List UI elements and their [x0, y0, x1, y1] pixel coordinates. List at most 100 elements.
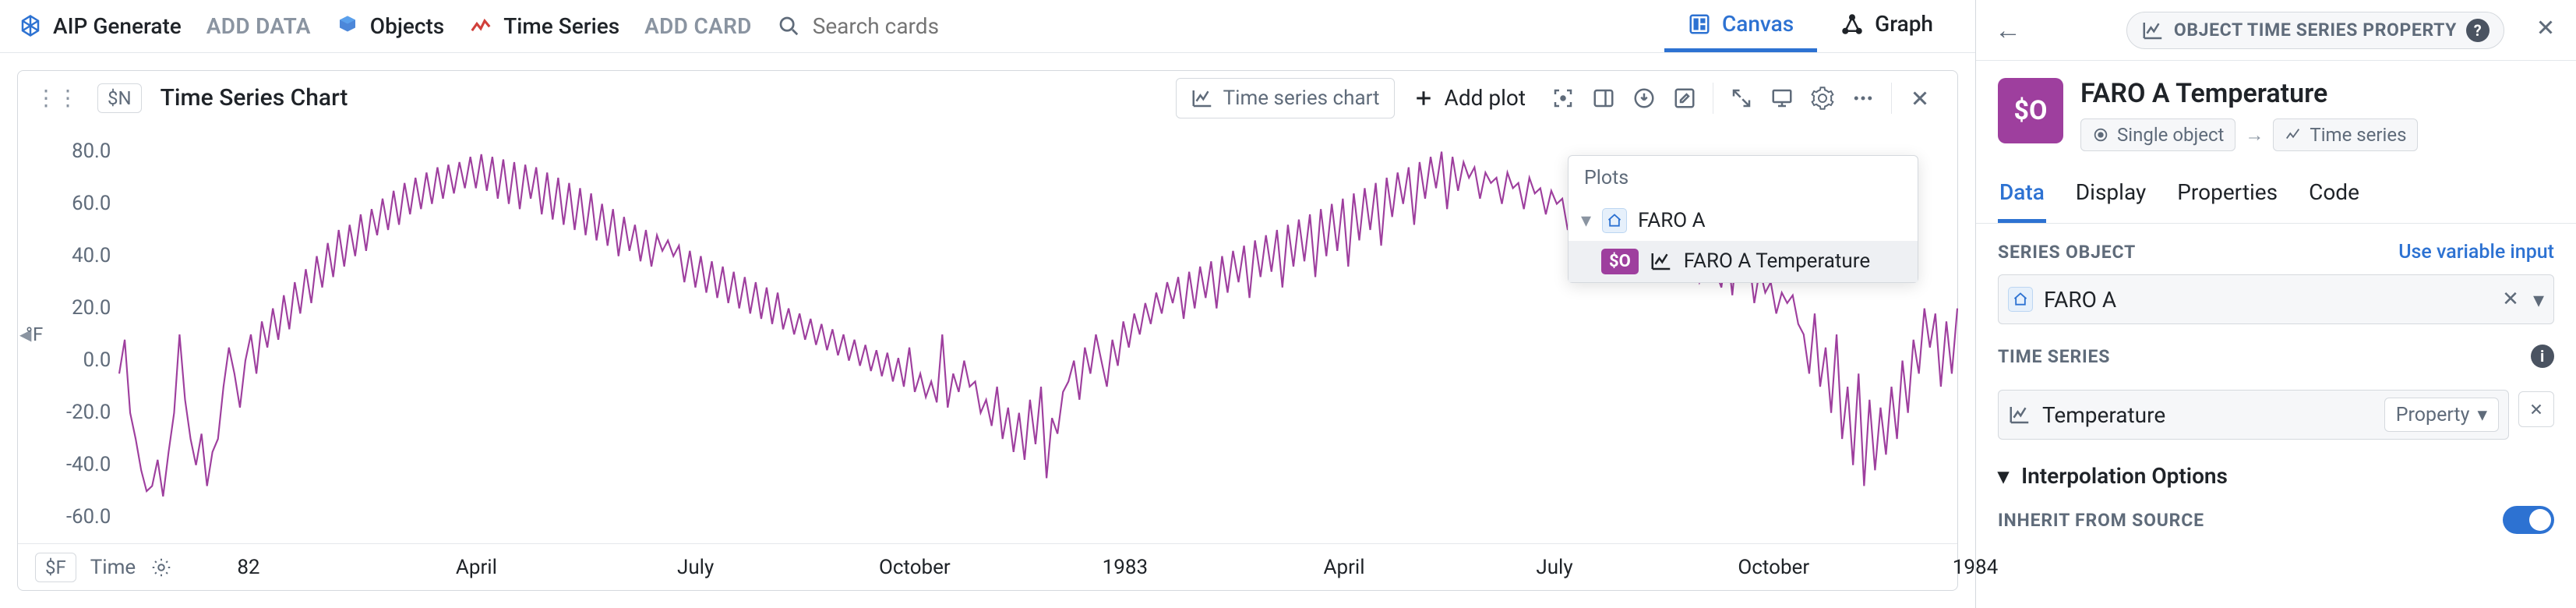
x-tick: July — [1536, 556, 1572, 579]
y-axis-unit: °F — [26, 323, 43, 345]
plus-icon — [1412, 87, 1435, 110]
objects-label: Objects — [370, 13, 444, 39]
plots-child-label: FARO A Temperature — [1684, 249, 1870, 273]
property-label: Property — [2396, 404, 2470, 426]
x-chip[interactable]: $F — [35, 553, 76, 582]
object-badge: $O — [1601, 249, 1639, 274]
canvas-pane: AIP Generate ADD DATA Objects Time Serie… — [0, 0, 1976, 608]
line-chart-icon — [2141, 19, 2165, 42]
home-icon — [2008, 287, 2033, 312]
download-icon[interactable] — [1624, 78, 1664, 118]
tab-display[interactable]: Display — [2074, 165, 2147, 223]
object-type-tag: OBJECT TIME SERIES PROPERTY ? — [2126, 12, 2504, 49]
crumb-object-label: Single object — [2117, 124, 2224, 146]
time-series-card: ⋮⋮ $N Time Series Chart Time series char… — [17, 70, 1958, 591]
chevron-down-icon: ▾ — [2477, 403, 2487, 426]
chevron-right-icon: → — [2245, 124, 2264, 147]
search-icon — [777, 14, 800, 37]
objects-button[interactable]: Objects — [336, 13, 444, 39]
card-title: Time Series Chart — [161, 84, 348, 111]
chevron-down-icon: ▾ — [1581, 209, 1591, 232]
line-chart-icon — [2008, 403, 2031, 426]
tab-canvas-label: Canvas — [1722, 11, 1794, 37]
tab-graph[interactable]: Graph — [1817, 0, 1957, 52]
inspector-pane: ← OBJECT TIME SERIES PROPERTY ? $O FARO … — [1976, 0, 2576, 608]
add-card-button[interactable]: ADD CARD — [644, 13, 752, 39]
brand-label: AIP Generate — [53, 13, 182, 39]
time-series-label: Time Series — [503, 13, 619, 39]
plots-panel-title: Plots — [1569, 156, 1918, 200]
tab-graph-label: Graph — [1875, 11, 1933, 37]
card-header: ⋮⋮ $N Time Series Chart Time series char… — [18, 71, 1957, 125]
trend-icon — [469, 14, 492, 37]
use-variable-link[interactable]: Use variable input — [2398, 241, 2554, 263]
tab-code[interactable]: Code — [2307, 165, 2361, 223]
search-input[interactable] — [811, 12, 1014, 40]
series-object-field[interactable]: FARO A ✕ ▾ — [1998, 274, 2554, 324]
add-plot-button[interactable]: Add plot — [1412, 85, 1526, 111]
graph-icon — [1840, 12, 1864, 36]
inherit-toggle[interactable] — [2503, 506, 2554, 534]
property-selector[interactable]: Property ▾ — [2384, 398, 2499, 432]
inspector-title-block: $O FARO A Temperature Single object → Ti… — [1976, 61, 2576, 159]
line-chart-icon — [1191, 87, 1214, 110]
top-toolbar: AIP Generate ADD DATA Objects Time Serie… — [0, 0, 1975, 53]
object-badge-large: $O — [1998, 78, 2063, 143]
expand-icon[interactable] — [1721, 78, 1762, 118]
focus-icon[interactable] — [1543, 78, 1583, 118]
canvas-icon — [1688, 12, 1711, 36]
var-chip[interactable]: $N — [97, 83, 142, 113]
add-data-button[interactable]: ADD DATA — [206, 13, 311, 39]
settings-icon[interactable] — [1802, 78, 1843, 118]
chart-type-button[interactable]: Time series chart — [1176, 78, 1395, 118]
tab-data[interactable]: Data — [1998, 165, 2046, 223]
chevron-down-icon[interactable]: ▾ — [2533, 287, 2544, 313]
breadcrumb: Single object → Time series — [2080, 118, 2418, 151]
brand[interactable]: AIP Generate — [19, 13, 182, 39]
clear-icon[interactable]: ✕ — [2502, 288, 2519, 311]
close-card-icon[interactable] — [1900, 78, 1940, 118]
back-icon[interactable]: ← — [1995, 15, 2021, 46]
svg-text:60.0: 60.0 — [72, 192, 111, 215]
info-icon[interactable]: i — [2531, 345, 2554, 368]
interpolation-disclosure[interactable]: ▾ Interpolation Options — [1976, 443, 2576, 495]
plots-parent-row[interactable]: ▾ FARO A — [1569, 200, 1918, 241]
inherit-label: INHERIT FROM SOURCE — [1998, 510, 2204, 531]
time-series-field[interactable]: Temperature Property ▾ — [1998, 390, 2509, 440]
x-axis-label: Time — [90, 556, 136, 579]
crumb-single-object[interactable]: Single object — [2080, 118, 2235, 151]
tab-canvas[interactable]: Canvas — [1664, 0, 1817, 52]
svg-text:20.0: 20.0 — [72, 296, 111, 320]
home-icon — [1602, 208, 1627, 233]
help-icon[interactable]: ? — [2466, 19, 2490, 42]
x-tick: October — [879, 556, 951, 579]
more-icon[interactable] — [1843, 78, 1883, 118]
brand-icon — [19, 14, 42, 37]
chevron-down-icon: ▾ — [1998, 463, 2009, 489]
close-inspector-icon[interactable] — [2534, 16, 2557, 45]
add-plot-label: Add plot — [1445, 85, 1526, 111]
search-cards[interactable] — [777, 12, 1639, 40]
plots-panel: Plots ▾ FARO A $O FARO A Temperature — [1568, 155, 1918, 283]
remove-time-series-icon[interactable] — [2518, 391, 2554, 427]
panel-icon[interactable] — [1583, 78, 1624, 118]
y-axis: ◀ °F — [18, 125, 119, 543]
object-type-label: OBJECT TIME SERIES PROPERTY — [2174, 19, 2457, 41]
inspector-title: FARO A Temperature — [2080, 78, 2418, 109]
svg-text:-60.0: -60.0 — [66, 505, 111, 528]
plots-parent-label: FARO A — [1638, 209, 1706, 232]
time-series-button[interactable]: Time Series — [469, 13, 619, 39]
svg-text:0.0: 0.0 — [83, 348, 111, 372]
crumb-time-series[interactable]: Time series — [2273, 118, 2418, 151]
x-settings-icon[interactable] — [150, 556, 173, 579]
present-icon[interactable] — [1762, 78, 1802, 118]
inspector-top: ← OBJECT TIME SERIES PROPERTY ? — [1976, 0, 2576, 61]
chart-type-label: Time series chart — [1223, 87, 1380, 110]
tab-properties[interactable]: Properties — [2175, 165, 2279, 223]
interpolation-label: Interpolation Options — [2021, 463, 2228, 489]
drag-handle-icon[interactable]: ⋮⋮ — [35, 85, 79, 111]
x-tick: 1983 — [1103, 556, 1148, 579]
edit-icon[interactable] — [1664, 78, 1705, 118]
x-tick: April — [456, 556, 497, 579]
plots-child-row[interactable]: $O FARO A Temperature — [1569, 241, 1918, 282]
